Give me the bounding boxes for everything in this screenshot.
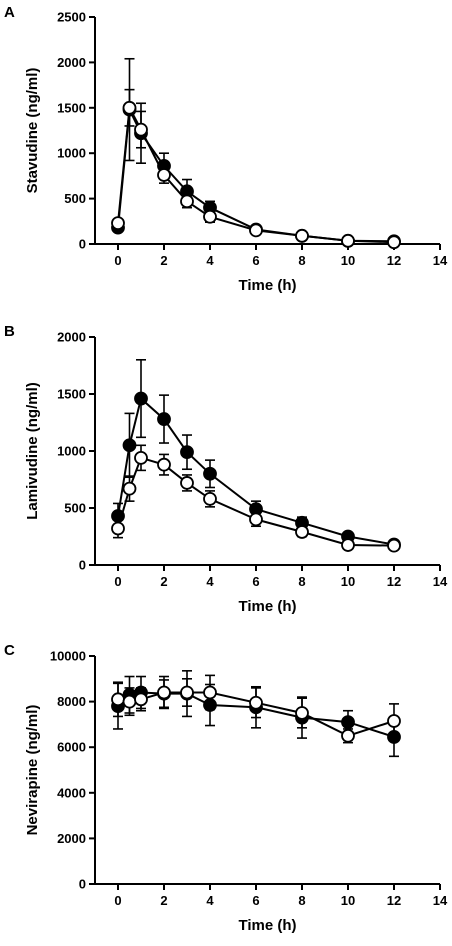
x-tick-label: 2 — [160, 893, 167, 908]
open-marker — [341, 233, 355, 248]
open-marker — [111, 521, 125, 536]
x-tick-label: 4 — [206, 893, 214, 908]
panel-b: B 0 500 1000 1500 2000 0 2 4 6 8 10 12 14 Time (h) Lami… — [4, 323, 448, 615]
open-marker — [134, 122, 148, 137]
x-tick-label: 2 — [160, 574, 167, 589]
open-marker — [122, 481, 137, 496]
open-marker — [295, 525, 309, 539]
x-tick-label: 0 — [114, 253, 121, 268]
x-tick-label: 0 — [114, 574, 121, 589]
y-tick-label: 2500 — [57, 10, 86, 25]
panel-label: C — [4, 642, 15, 659]
x-tick-label: 6 — [252, 574, 259, 589]
series-line — [117, 104, 395, 244]
x-tick-label: 8 — [298, 574, 305, 589]
y-tick-label: 1500 — [57, 387, 86, 402]
open-marker — [180, 476, 194, 490]
y-tick-label: 2000 — [57, 831, 86, 846]
open-marker — [203, 685, 217, 700]
open-marker — [249, 512, 263, 527]
y-tick-label: 0 — [79, 558, 86, 573]
open-marker — [387, 235, 401, 250]
x-axis-title: Time (h) — [238, 598, 296, 615]
open-marker — [134, 450, 148, 465]
open-marker — [387, 538, 401, 553]
x-tick-label: 4 — [206, 574, 214, 589]
series-filled — [111, 57, 401, 249]
y-tick-label: 1000 — [57, 444, 86, 459]
open-marker — [295, 228, 309, 243]
x-tick-label: 6 — [252, 893, 259, 908]
panel-label: A — [4, 4, 15, 21]
open-marker — [387, 714, 401, 728]
x-tick-label: 4 — [206, 253, 214, 268]
series-open — [111, 88, 401, 250]
open-marker — [249, 223, 263, 238]
series-line — [117, 396, 395, 546]
open-marker — [249, 695, 263, 710]
open-marker — [134, 692, 148, 707]
series-open — [111, 444, 401, 553]
y-axis-title: Lamivudine (ng/ml) — [24, 382, 41, 520]
open-marker — [341, 728, 355, 743]
y-tick-label: 500 — [64, 501, 86, 516]
panel-c: C 0 2000 4000 6000 8000 10000 0 2 4 6 8 10 12 14 Time (… — [4, 642, 448, 934]
open-marker — [157, 168, 171, 182]
x-tick-label: 10 — [341, 253, 355, 268]
y-tick-label: 0 — [79, 237, 86, 252]
filled-marker — [157, 412, 171, 426]
open-marker — [341, 538, 355, 552]
y-tick-label: 1500 — [57, 100, 86, 115]
y-tick-label: 8000 — [57, 694, 86, 709]
x-axis-title: Time (h) — [238, 917, 296, 934]
filled-marker — [341, 715, 355, 730]
y-axis-title: Stavudine (ng/ml) — [24, 68, 41, 194]
open-marker — [295, 706, 309, 720]
filled-marker — [180, 445, 194, 460]
open-marker — [180, 194, 194, 209]
y-tick-label: 2000 — [57, 330, 86, 345]
y-axis-title: Nevirapine (ng/ml) — [24, 705, 41, 836]
open-marker — [157, 685, 171, 700]
y-tick-label: 10000 — [50, 649, 86, 664]
x-tick-label: 12 — [387, 253, 401, 268]
x-tick-label: 14 — [433, 574, 448, 589]
y-tick-label: 2000 — [57, 55, 86, 70]
y-tick-label: 6000 — [57, 740, 86, 755]
y-tick-label: 500 — [64, 191, 86, 206]
open-marker — [203, 209, 217, 224]
open-marker — [122, 100, 137, 115]
x-tick-label: 8 — [298, 893, 305, 908]
x-tick-label: 12 — [387, 893, 401, 908]
x-tick-label: 12 — [387, 574, 401, 589]
x-tick-label: 6 — [252, 253, 259, 268]
x-axis-title: Time (h) — [238, 277, 296, 294]
open-marker — [157, 457, 171, 472]
x-tick-label: 14 — [433, 253, 448, 268]
open-marker — [111, 216, 125, 231]
open-marker — [180, 685, 194, 700]
y-tick-label: 4000 — [57, 785, 86, 800]
open-marker — [203, 491, 217, 506]
x-tick-label: 10 — [341, 574, 355, 589]
y-tick-label: 0 — [79, 877, 86, 892]
x-tick-label: 2 — [160, 253, 167, 268]
x-tick-label: 0 — [114, 893, 121, 908]
x-tick-label: 14 — [433, 893, 448, 908]
panel-label: B — [4, 323, 15, 340]
series-open — [111, 674, 401, 744]
y-tick-label: 1000 — [57, 146, 86, 161]
filled-marker — [134, 391, 148, 406]
series-line — [117, 456, 395, 547]
filled-marker — [203, 466, 217, 481]
open-marker — [111, 692, 125, 707]
x-tick-label: 8 — [298, 253, 305, 268]
panel-a: A 0 500 1000 1500 2000 2500 0 2 4 6 8 10 12 14 Time (h)… — [4, 4, 448, 294]
filled-marker — [122, 438, 137, 453]
open-marker — [122, 694, 137, 709]
x-tick-label: 10 — [341, 893, 355, 908]
